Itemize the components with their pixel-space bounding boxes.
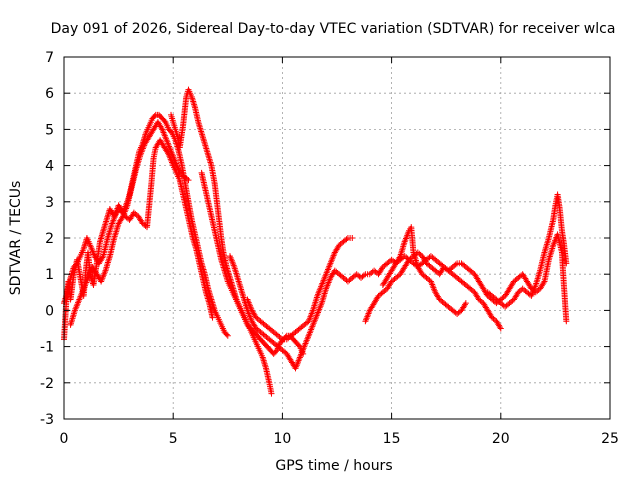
series-marker-trail xyxy=(68,120,190,327)
marks-layer xyxy=(61,86,570,397)
series-marker-trail xyxy=(227,225,468,370)
y-tick-label: 5 xyxy=(45,122,54,138)
grid-layer xyxy=(64,57,610,419)
x-axis-label: GPS time / hours xyxy=(275,458,392,474)
ticks-layer: 0 5 10 15 20 25 -3 -2 -1 0 1 2 3 4 5 6 7 xyxy=(40,50,619,447)
series-marker-trail xyxy=(486,193,570,309)
series-track-e xyxy=(226,224,469,372)
series-track-f xyxy=(244,235,356,343)
series-track-c xyxy=(168,86,275,397)
series-marker-trail xyxy=(199,171,306,356)
chart-title: Day 091 of 2026, Sidereal Day-to-day VTE… xyxy=(51,21,616,37)
y-tick-label: 6 xyxy=(45,86,54,102)
y-tick-label: 4 xyxy=(45,159,54,175)
series-marker-trail xyxy=(245,235,354,343)
y-tick-label: 1 xyxy=(45,267,54,283)
y-tick-label: -3 xyxy=(40,412,54,428)
y-tick-label: 3 xyxy=(45,195,54,211)
series-track-i xyxy=(484,191,570,310)
series-marker-trail xyxy=(363,250,503,331)
series-track-b xyxy=(61,137,216,321)
y-tick-label: 7 xyxy=(45,50,54,66)
y-axis-label: SDTVAR / TECUs xyxy=(8,181,24,296)
x-tick-label: 15 xyxy=(383,431,401,447)
series-track-d xyxy=(198,169,307,357)
x-tick-label: 10 xyxy=(273,431,291,447)
x-tick-label: 0 xyxy=(60,431,69,447)
y-tick-label: 2 xyxy=(45,231,54,247)
series-marker-trail xyxy=(168,88,275,395)
x-tick-label: 5 xyxy=(169,431,178,447)
x-tick-label: 20 xyxy=(492,431,510,447)
y-tick-label: 0 xyxy=(45,303,54,319)
series-marker-trail xyxy=(380,232,570,323)
x-tick-label: 25 xyxy=(601,431,619,447)
y-tick-label: -1 xyxy=(40,340,54,356)
y-tick-label: -2 xyxy=(40,376,54,392)
series-track-j xyxy=(67,119,192,328)
